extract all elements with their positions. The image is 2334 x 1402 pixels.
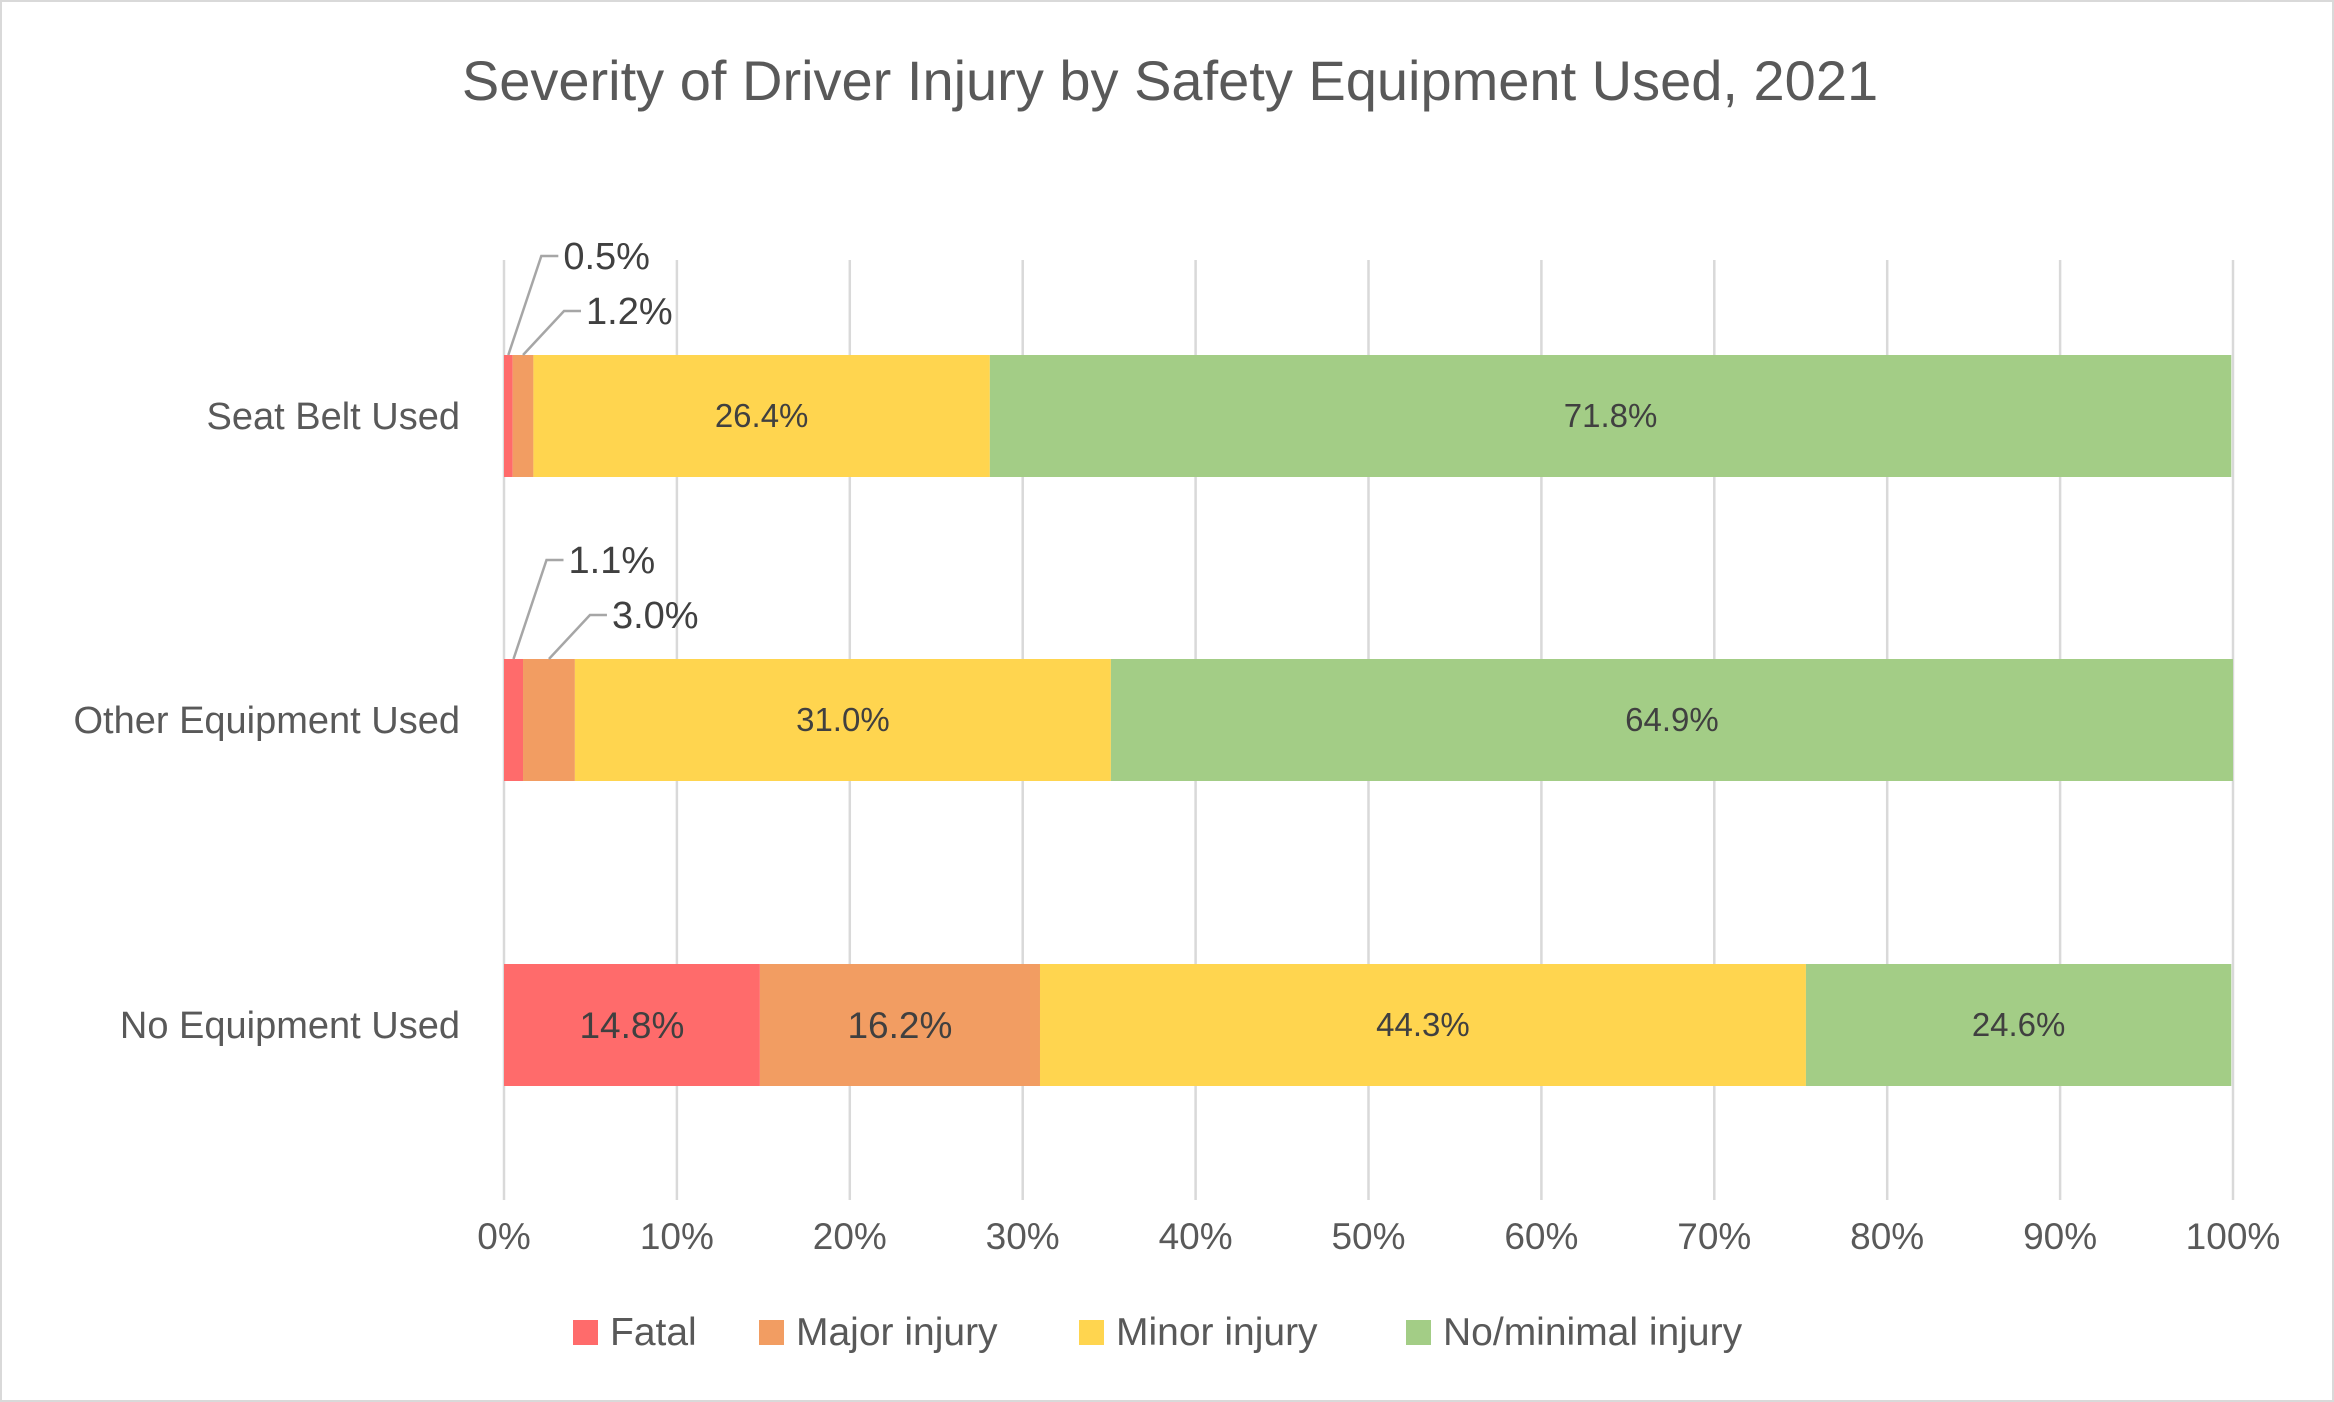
x-tick-label-0: 0% xyxy=(477,1216,530,1257)
x-tick-label-30: 30% xyxy=(986,1216,1060,1257)
leader-line-seat-belt-used-major-injury xyxy=(522,309,582,356)
data-label-no-equipment-used-no-minimal-injury: 24.6% xyxy=(1972,1006,2066,1043)
bar-no-equipment-used-minor-injury xyxy=(1039,964,1806,1086)
category-label-other-equipment-used: Other Equipment Used xyxy=(73,700,460,742)
data-label-no-equipment-used-fatal: 14.8% xyxy=(579,1005,684,1046)
data-label-no-equipment-used-minor-injury: 44.3% xyxy=(1376,1006,1470,1043)
legend-swatch-minor-injury xyxy=(1079,1320,1104,1345)
legend-label-major-injury: Major injury xyxy=(796,1311,998,1354)
x-tick-label-20: 20% xyxy=(813,1216,887,1257)
chart-title: Severity of Driver Injury by Safety Equi… xyxy=(462,49,1878,112)
bar-seat-belt-used-minor-injury xyxy=(533,355,990,477)
legend: Fatal Major injury Minor injury No/minimal … xyxy=(573,1311,1743,1354)
leader-line-seat-belt-used-fatal xyxy=(507,254,559,356)
data-label-other-equipment-used-no-minimal-injury: 64.9% xyxy=(1625,701,1719,738)
x-axis-ticks: 0% 10% 20% 30% 40% 50% 60% 70% 80% 90% 100% xyxy=(477,1216,2280,1257)
x-tick-label-60: 60% xyxy=(1504,1216,1578,1257)
legend-swatch-major-injury xyxy=(759,1320,784,1345)
category-labels: Seat Belt Used Other Equipment Used No Equ… xyxy=(73,396,460,1047)
data-label-other-equipment-used-major-injury: 3.0% xyxy=(612,595,699,637)
legend-label-fatal: Fatal xyxy=(610,1311,697,1354)
x-tick-label-50: 50% xyxy=(1331,1216,1405,1257)
bar-other-equipment-used-fatal xyxy=(504,659,524,781)
bar-no-equipment-used-fatal xyxy=(504,964,760,1086)
bar-other-equipment-used-minor-injury xyxy=(574,659,1111,781)
bar-other-equipment-used-no-minimal-injury xyxy=(1110,659,2233,781)
data-label-other-equipment-used-minor-injury: 31.0% xyxy=(796,701,890,738)
legend-label-minor-injury: Minor injury xyxy=(1116,1311,1318,1354)
data-label-seat-belt-used-no-minimal-injury: 71.8% xyxy=(1564,397,1658,434)
x-tick-label-70: 70% xyxy=(1677,1216,1751,1257)
category-label-seat-belt-used: Seat Belt Used xyxy=(207,396,460,438)
legend-swatch-fatal xyxy=(573,1320,598,1345)
bar-other-equipment-used-major-injury xyxy=(523,659,575,781)
leader-line-other-equipment-used-fatal xyxy=(512,558,564,660)
data-label-seat-belt-used-fatal: 0.5% xyxy=(563,236,650,278)
bar-seat-belt-used-no-minimal-injury xyxy=(989,355,2232,477)
bar-segments xyxy=(504,355,2233,1086)
bar-seat-belt-used-fatal xyxy=(504,355,513,477)
data-label-other-equipment-used-fatal: 1.1% xyxy=(569,540,656,582)
legend-label-no-minimal-injury: No/minimal injury xyxy=(1443,1311,1743,1354)
bar-no-equipment-used-major-injury xyxy=(759,964,1040,1086)
x-tick-label-100: 100% xyxy=(2186,1216,2281,1257)
category-label-no-equipment-used: No Equipment Used xyxy=(120,1005,460,1047)
x-tick-label-40: 40% xyxy=(1159,1216,1233,1257)
data-labels: 26.4% 71.8% 0.5% 1.2% 31.0% 64.9% 1.1% 3.0% 14.8… xyxy=(507,236,2066,1046)
x-tick-label-90: 90% xyxy=(2023,1216,2097,1257)
x-tick-label-10: 10% xyxy=(640,1216,714,1257)
bar-no-equipment-used-no-minimal-injury xyxy=(1805,964,2232,1086)
legend-swatch-no-minimal-injury xyxy=(1406,1320,1431,1345)
data-label-seat-belt-used-minor-injury: 26.4% xyxy=(715,397,809,434)
x-tick-label-80: 80% xyxy=(1850,1216,1924,1257)
leader-line-other-equipment-used-major-injury xyxy=(548,613,607,660)
data-label-seat-belt-used-major-injury: 1.2% xyxy=(586,291,673,333)
bar-seat-belt-used-major-injury xyxy=(512,355,534,477)
data-label-no-equipment-used-major-injury: 16.2% xyxy=(847,1005,952,1046)
